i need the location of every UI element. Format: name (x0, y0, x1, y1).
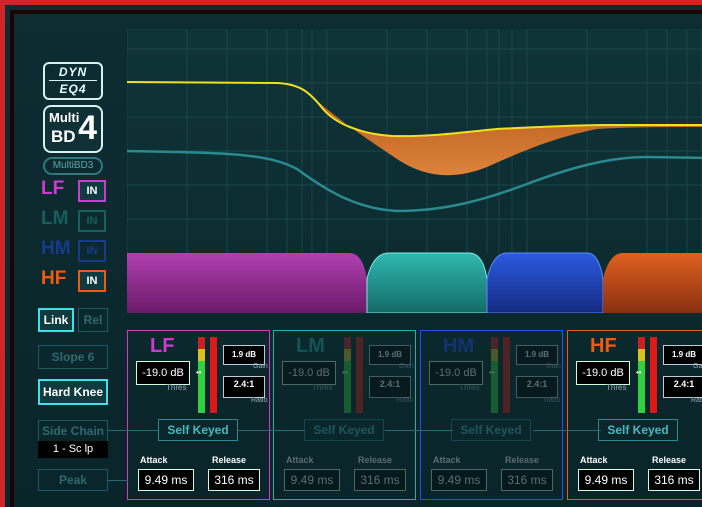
release-field[interactable]: 316 ms (354, 469, 406, 491)
band-panel-hf: HF -19.0 dB Thres •• 1.9 dB Gain 2.4:1 R… (567, 330, 702, 500)
level-meters: •• (196, 337, 218, 413)
rel-button[interactable]: Rel (78, 308, 108, 332)
ratio-field[interactable]: 2.4:1 (663, 376, 702, 398)
threshold-caption: Thres (606, 383, 627, 392)
band-in-toggle-hf[interactable]: IN (78, 270, 106, 292)
gain-field[interactable]: 1.9 dB (369, 345, 411, 365)
logo-brand-top: DYN (58, 65, 88, 79)
connector-line (385, 430, 453, 431)
sidebar-band-label-lm: LM (41, 208, 69, 229)
level-meters: •• (636, 337, 658, 413)
hard-knee-button[interactable]: Hard Knee (38, 379, 108, 405)
logo-product-line2: BD (51, 127, 76, 146)
sidebar-band-label-hm: HM (41, 238, 71, 259)
threshold-field[interactable]: -19.0 dB (429, 361, 483, 385)
connector-line (237, 430, 305, 431)
ratio-field[interactable]: 2.4:1 (369, 376, 411, 398)
sidechain-curve (127, 149, 702, 213)
logo-brand-bottom: EQ4 (59, 82, 87, 96)
gain-caption: Gain (546, 363, 561, 370)
attack-label: Attack (580, 455, 608, 465)
band-in-toggle-hm[interactable]: IN (78, 240, 106, 262)
gain-reduction-area (287, 84, 702, 176)
threshold-field[interactable]: -19.0 dB (136, 361, 190, 385)
ratio-field[interactable]: 2.4:1 (516, 376, 558, 398)
link-button[interactable]: Link (38, 308, 74, 332)
band-panel-hm: HM -19.0 dB Thres •• 1.9 dB Gain 2.4:1 R… (420, 330, 563, 500)
ratio-caption: Ratio (544, 397, 561, 404)
band-region-hf[interactable] (603, 253, 702, 313)
attack-label: Attack (140, 455, 168, 465)
attack-field[interactable]: 9.49 ms (431, 469, 487, 491)
gain-field[interactable]: 1.9 dB (516, 345, 558, 365)
band-name: HF (590, 335, 617, 357)
peak-button[interactable]: Peak (38, 469, 108, 491)
release-label: Release (212, 455, 247, 465)
gain-caption: Gain (693, 363, 702, 370)
band-panel-lf: LF -19.0 dB Thres •• 1.9 dB Gain 2.4:1 R… (127, 330, 270, 500)
ratio-caption: Ratio (251, 397, 268, 404)
level-meters: •• (342, 337, 364, 413)
attack-field[interactable]: 9.49 ms (284, 469, 340, 491)
release-label: Release (505, 455, 540, 465)
attack-label: Attack (286, 455, 314, 465)
band-name: LM (296, 335, 325, 357)
attack-label: Attack (433, 455, 461, 465)
slope-button[interactable]: Slope 6 (38, 345, 108, 369)
threshold-field[interactable]: -19.0 dB (576, 361, 630, 385)
band-name: LF (150, 335, 175, 357)
ratio-caption: Ratio (397, 397, 414, 404)
eq-response-graph[interactable] (127, 29, 702, 313)
sidebar-band-label-lf: LF (41, 178, 65, 199)
side-chain-button[interactable]: Side Chain (38, 420, 108, 442)
band-region-hm[interactable] (486, 252, 604, 313)
level-meters: •• (489, 337, 511, 413)
release-label: Release (358, 455, 393, 465)
self-keyed-button[interactable]: Self Keyed (158, 419, 238, 441)
band-panel-lm: LM -19.0 dB Thres •• 1.9 dB Gain 2.4:1 R… (273, 330, 416, 500)
dyneq4-logo[interactable]: DYN EQ4 (43, 62, 103, 100)
threshold-caption: Thres (166, 383, 187, 392)
attack-field[interactable]: 9.49 ms (138, 469, 194, 491)
ratio-caption: Ratio (691, 397, 702, 404)
release-field[interactable]: 316 ms (208, 469, 260, 491)
multibd3-button[interactable]: MultiBD3 (43, 157, 103, 175)
self-keyed-button[interactable]: Self Keyed (451, 419, 531, 441)
release-field[interactable]: 316 ms (648, 469, 700, 491)
band-in-toggle-lm[interactable]: IN (78, 210, 106, 232)
connector-line (108, 480, 128, 481)
band-region-lm[interactable] (366, 252, 488, 313)
threshold-caption: Thres (459, 383, 480, 392)
connector-line (108, 430, 158, 431)
ratio-field[interactable]: 2.4:1 (223, 376, 265, 398)
gain-field[interactable]: 1.9 dB (223, 345, 265, 365)
sidebar-band-label-hf: HF (41, 268, 67, 289)
gain-caption: Gain (253, 363, 268, 370)
output-curve (127, 81, 702, 138)
gain-field[interactable]: 1.9 dB (663, 345, 702, 365)
multibd4-logo: Multi BD 4 (43, 105, 103, 153)
logo-product-line1: Multi (49, 110, 80, 125)
self-keyed-button[interactable]: Self Keyed (304, 419, 384, 441)
band-region-lf[interactable] (127, 253, 367, 313)
band-in-toggle-lf[interactable]: IN (78, 180, 106, 202)
threshold-field[interactable]: -19.0 dB (282, 361, 336, 385)
logo-product-num: 4 (78, 109, 97, 147)
gain-caption: Gain (399, 363, 414, 370)
release-label: Release (652, 455, 687, 465)
release-field[interactable]: 316 ms (501, 469, 553, 491)
band-name: HM (443, 335, 475, 357)
side-chain-select[interactable]: 1 - Sc lp (38, 441, 108, 458)
attack-field[interactable]: 9.49 ms (578, 469, 634, 491)
threshold-caption: Thres (312, 383, 333, 392)
connector-line (533, 430, 601, 431)
self-keyed-button[interactable]: Self Keyed (598, 419, 678, 441)
